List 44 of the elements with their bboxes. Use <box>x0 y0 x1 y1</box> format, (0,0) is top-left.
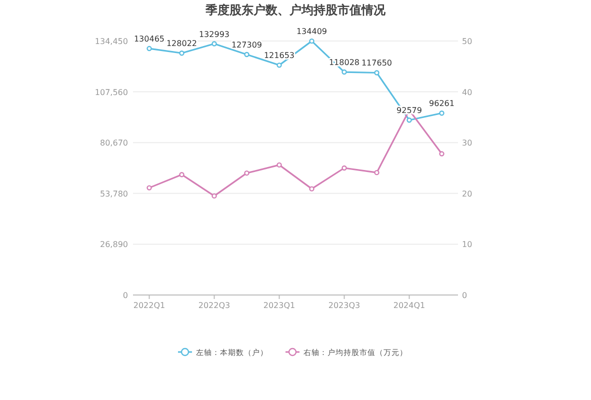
y2-tick-label: 40 <box>462 88 472 97</box>
point <box>374 70 380 76</box>
point <box>342 165 347 171</box>
point <box>212 41 217 46</box>
chart-title: 季度股东户数、户均持股市值情况 <box>204 3 386 17</box>
y2-tick-label: 30 <box>462 138 472 148</box>
x-tick-label: 2022Q3 <box>198 301 230 310</box>
y-tick-label: 107,560 <box>94 88 128 97</box>
point <box>374 170 380 176</box>
point <box>439 110 444 116</box>
point <box>212 193 217 199</box>
data-label: 132993 <box>198 30 230 39</box>
x-tick-label: 2022Q1 <box>133 301 166 310</box>
data-label: 128022 <box>166 39 198 48</box>
point <box>146 46 152 52</box>
point <box>179 50 184 56</box>
y-tick-label: 134,450 <box>94 37 128 46</box>
point <box>244 52 250 58</box>
point <box>276 162 282 168</box>
y2-tick-label: 20 <box>462 189 472 198</box>
y-tick-label: 0 <box>122 291 128 300</box>
point <box>439 151 444 156</box>
point <box>244 170 250 176</box>
y2-tick-label: 10 <box>462 240 472 250</box>
y-tick-label: 80,670 <box>100 138 128 148</box>
point <box>406 118 412 123</box>
data-label: 127309 <box>231 40 262 50</box>
y2-tick-label: 50 <box>462 37 472 46</box>
point <box>309 38 314 44</box>
y2-tick-label: 0 <box>462 291 468 300</box>
y-tick-label: 53,780 <box>100 189 128 198</box>
point <box>309 186 314 192</box>
data-label: 134409 <box>296 27 328 36</box>
point <box>342 69 347 75</box>
x-tick-label: 2023Q3 <box>328 301 360 310</box>
point <box>146 185 152 190</box>
y-tick-label: 26,890 <box>100 240 128 250</box>
point <box>179 172 184 178</box>
data-label: 130465 <box>134 34 165 44</box>
x-tick-label: 2023Q1 <box>263 301 296 310</box>
x-tick-label: 2024Q1 <box>393 301 426 310</box>
data-label: 117650 <box>361 58 392 68</box>
data-label: 96261 <box>429 99 454 108</box>
point <box>276 62 282 68</box>
